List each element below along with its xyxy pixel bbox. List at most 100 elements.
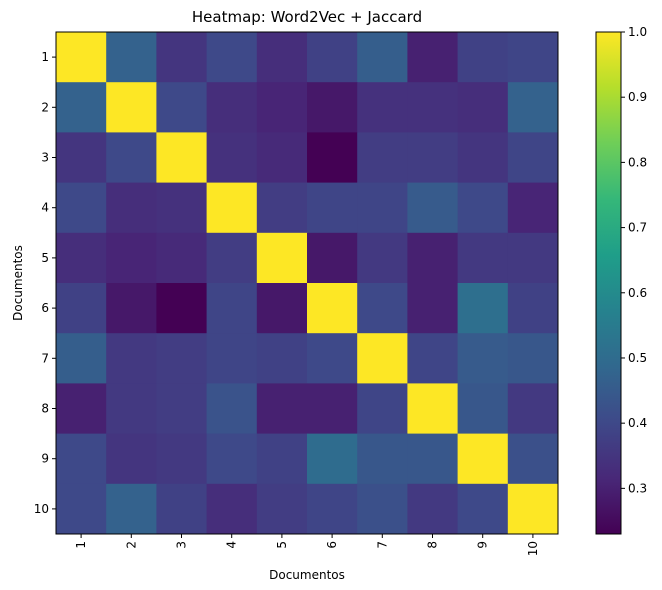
heatmap-cells <box>56 32 559 535</box>
x-tick-label: 7 <box>375 541 389 549</box>
heatmap-cell <box>407 283 459 334</box>
x-axis-label: Documentos <box>269 568 345 582</box>
heatmap-cell <box>206 283 258 334</box>
heatmap-cell <box>507 182 559 234</box>
heatmap-cell <box>256 132 308 184</box>
y-tick-label: 6 <box>41 301 49 315</box>
heatmap-cell <box>457 232 509 284</box>
y-tick-label: 9 <box>41 452 49 466</box>
x-tick-label: 1 <box>74 541 88 549</box>
heatmap-cell <box>106 132 157 184</box>
heatmap-cell <box>256 182 308 234</box>
heatmap-cell <box>457 132 509 184</box>
heatmap-cell <box>256 383 308 435</box>
heatmap-cell <box>307 232 358 284</box>
colorbar-tick-label: 1.0 <box>628 25 647 39</box>
heatmap-cell <box>307 283 358 334</box>
x-tick-label: 3 <box>175 541 189 549</box>
heatmap-cell <box>206 82 258 133</box>
y-tick-label: 10 <box>34 502 49 516</box>
heatmap-cell <box>457 182 509 234</box>
y-tick-label: 7 <box>41 351 49 365</box>
heatmap-cell <box>56 132 107 184</box>
x-tick-label: 2 <box>124 541 138 549</box>
heatmap-cell <box>56 383 107 435</box>
heatmap-cell <box>307 383 358 435</box>
heatmap-cell <box>357 182 408 234</box>
heatmap-cell <box>106 82 157 133</box>
heatmap-cell <box>457 383 509 435</box>
y-tick-label: 3 <box>41 151 49 165</box>
heatmap-cell <box>206 132 258 184</box>
heatmap-cell <box>56 283 107 334</box>
x-axis-ticks: 1 2 3 4 5 6 7 8 9 10 <box>74 534 540 556</box>
heatmap-cell <box>507 82 559 133</box>
heatmap-cell <box>56 232 107 284</box>
heatmap-cell <box>206 232 258 284</box>
heatmap-cell <box>407 82 459 133</box>
heatmap-cell <box>307 182 358 234</box>
heatmap-cell <box>307 483 358 535</box>
heatmap-cell <box>307 132 358 184</box>
y-tick-label: 5 <box>41 251 49 265</box>
heatmap-cell <box>457 283 509 334</box>
colorbar <box>595 31 622 535</box>
heatmap-cell <box>457 32 509 83</box>
x-tick-label: 6 <box>325 541 339 549</box>
heatmap-cell <box>357 32 408 83</box>
heatmap-cell <box>256 483 308 535</box>
colorbar-tick-label: 0.5 <box>628 351 647 365</box>
heatmap-cell <box>507 232 559 284</box>
heatmap-cell <box>156 32 208 83</box>
heatmap-cell <box>507 383 559 435</box>
chart-title: Heatmap: Word2Vec + Jaccard <box>192 8 422 26</box>
heatmap-cell <box>206 333 258 384</box>
heatmap-cell <box>457 82 509 133</box>
heatmap-cell <box>407 132 459 184</box>
heatmap-cell <box>307 333 358 384</box>
heatmap-cell <box>106 32 157 83</box>
y-tick-label: 1 <box>41 50 49 64</box>
colorbar-tick-label: 0.6 <box>628 286 647 300</box>
y-tick-label: 4 <box>41 201 49 215</box>
heatmap-cell <box>156 333 208 384</box>
heatmap-cell <box>106 333 157 384</box>
heatmap-cell <box>256 283 308 334</box>
heatmap-cell <box>156 132 208 184</box>
heatmap-cell <box>156 283 208 334</box>
heatmap-cell <box>507 132 559 184</box>
heatmap-cell <box>106 433 157 485</box>
heatmap-cell <box>407 182 459 234</box>
heatmap-cell <box>357 82 408 133</box>
colorbar-tick-label: 0.3 <box>628 481 647 495</box>
heatmap-cell <box>56 182 107 234</box>
heatmap-cell <box>56 333 107 384</box>
heatmap-cell <box>507 283 559 334</box>
heatmap-cell <box>407 333 459 384</box>
heatmap-cell <box>56 32 107 83</box>
heatmap-cell <box>507 333 559 384</box>
heatmap-cell <box>457 433 509 485</box>
y-axis-ticks: 1 2 3 4 5 6 7 8 9 10 <box>34 50 56 516</box>
heatmap-cell <box>156 433 208 485</box>
heatmap-cell <box>357 483 408 535</box>
x-tick-label: 8 <box>426 541 440 549</box>
heatmap-cell <box>457 333 509 384</box>
heatmap-cell <box>106 283 157 334</box>
heatmap-cell <box>307 32 358 83</box>
heatmap-cell <box>56 433 107 485</box>
heatmap-cell <box>407 383 459 435</box>
heatmap-cell <box>307 433 358 485</box>
y-tick-label: 2 <box>41 100 49 114</box>
y-axis-label: Documentos <box>11 245 25 321</box>
heatmap-cell <box>156 182 208 234</box>
heatmap-cell <box>357 383 408 435</box>
heatmap-cell <box>56 483 107 535</box>
heatmap-cell <box>507 433 559 485</box>
heatmap-cell <box>206 182 258 234</box>
x-tick-label: 10 <box>526 541 540 556</box>
heatmap-cell <box>357 232 408 284</box>
heatmap-cell <box>457 483 509 535</box>
heatmap-cell <box>407 433 459 485</box>
